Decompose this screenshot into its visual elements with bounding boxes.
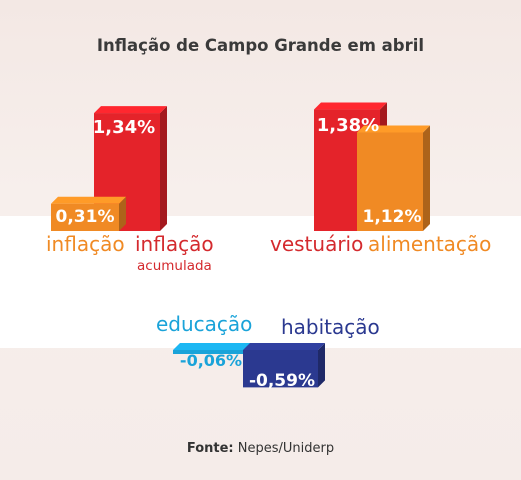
value-label-4: -0,06% xyxy=(180,351,242,370)
category-label-habitacao: habitação xyxy=(281,315,380,339)
category-label-inflacao-acumulada: inflação xyxy=(135,232,214,256)
source-value: Nepes/Uniderp xyxy=(237,441,335,456)
bar-side-5 xyxy=(318,343,325,388)
value-label-1: 1,34% xyxy=(93,117,155,138)
source-label: Fonte: xyxy=(186,441,234,456)
bar-top-3 xyxy=(357,125,430,133)
chart-title: Inflação de Campo Grande em abril xyxy=(96,36,425,55)
category-label-inflacao: inflação xyxy=(46,232,125,256)
source-note: Fonte: Nepes/Uniderp xyxy=(0,441,521,456)
category-label-educacao: educação xyxy=(156,312,253,336)
bar-0 xyxy=(51,196,126,231)
bar-front-5 xyxy=(243,350,318,388)
category-sublabel-acumulada: acumulada xyxy=(137,258,212,274)
value-label-3: 1,12% xyxy=(363,207,422,227)
bar-side-0 xyxy=(119,196,126,231)
bar-side-3 xyxy=(423,125,430,231)
bar-top-2 xyxy=(314,102,387,110)
bar-5 xyxy=(243,343,325,388)
bar-3 xyxy=(357,125,430,231)
category-label-alimentacao: alimentação xyxy=(368,232,492,256)
bar-top-0 xyxy=(51,196,126,204)
baseline-band xyxy=(0,216,521,348)
value-label-2: 1,38% xyxy=(317,115,379,136)
value-label-0: 0,31% xyxy=(56,207,115,227)
category-label-vestuario: vestuário xyxy=(270,232,364,256)
bar-front-4 xyxy=(173,350,268,354)
bar-side-1 xyxy=(160,106,167,231)
value-label-5: -0,59% xyxy=(249,371,315,391)
bar-front-3 xyxy=(357,132,423,231)
bar-top-1 xyxy=(94,106,167,114)
bar-front-0 xyxy=(51,203,119,231)
bar-top-5 xyxy=(243,343,325,350)
